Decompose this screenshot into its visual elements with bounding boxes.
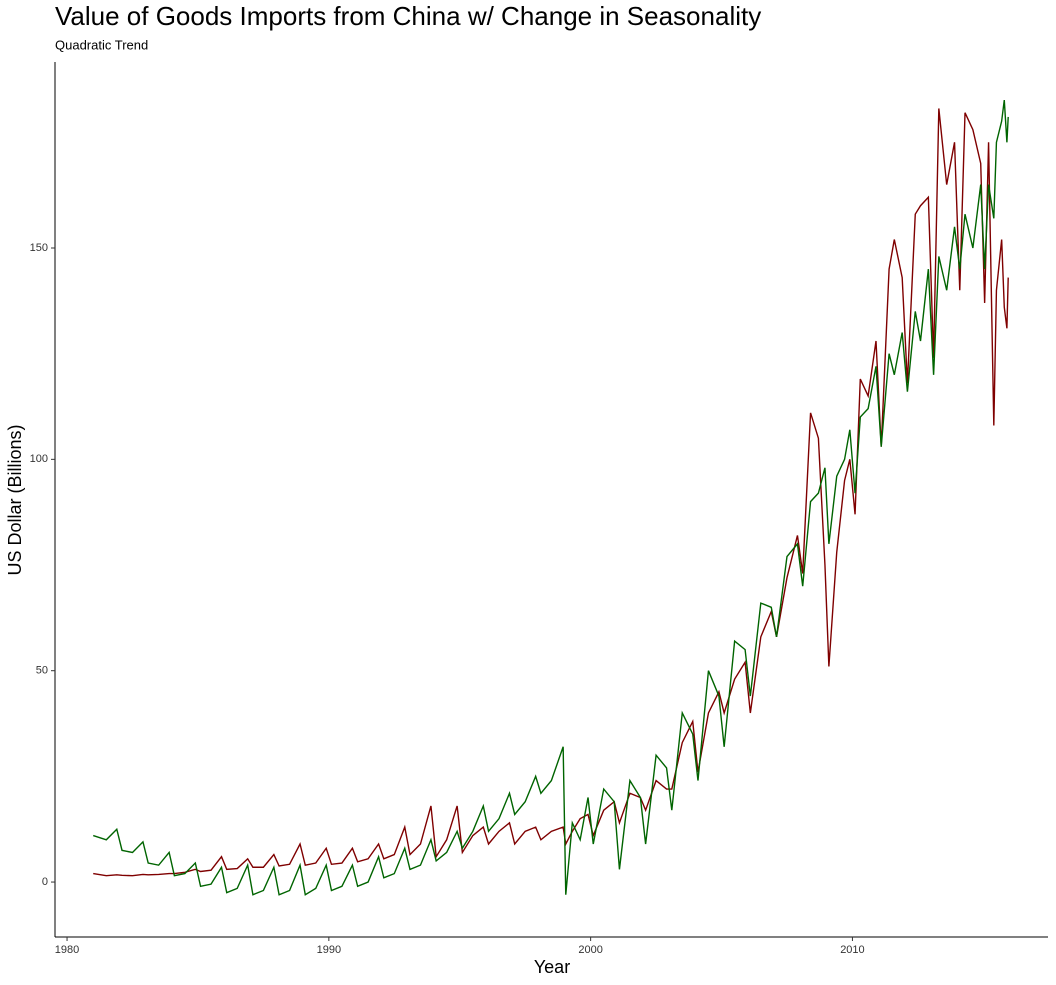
y-tick-label: 100 bbox=[30, 453, 48, 465]
chart-title: Value of Goods Imports from China w/ Cha… bbox=[55, 1, 761, 31]
y-axis-title: US Dollar (Billions) bbox=[5, 424, 25, 575]
x-tick-label: 2000 bbox=[578, 944, 602, 956]
x-axis-title: Year bbox=[534, 957, 570, 977]
x-tick-label: 2010 bbox=[840, 944, 864, 956]
x-tick-label: 1980 bbox=[55, 944, 79, 956]
series-line bbox=[93, 99, 1009, 896]
y-tick-label: 50 bbox=[36, 665, 48, 677]
chart-subtitle: Quadratic Trend bbox=[55, 37, 148, 52]
x-tick-label: 1990 bbox=[317, 944, 341, 956]
series-line bbox=[93, 108, 1009, 877]
y-tick-label: 0 bbox=[42, 876, 48, 888]
y-tick-label: 150 bbox=[30, 242, 48, 254]
